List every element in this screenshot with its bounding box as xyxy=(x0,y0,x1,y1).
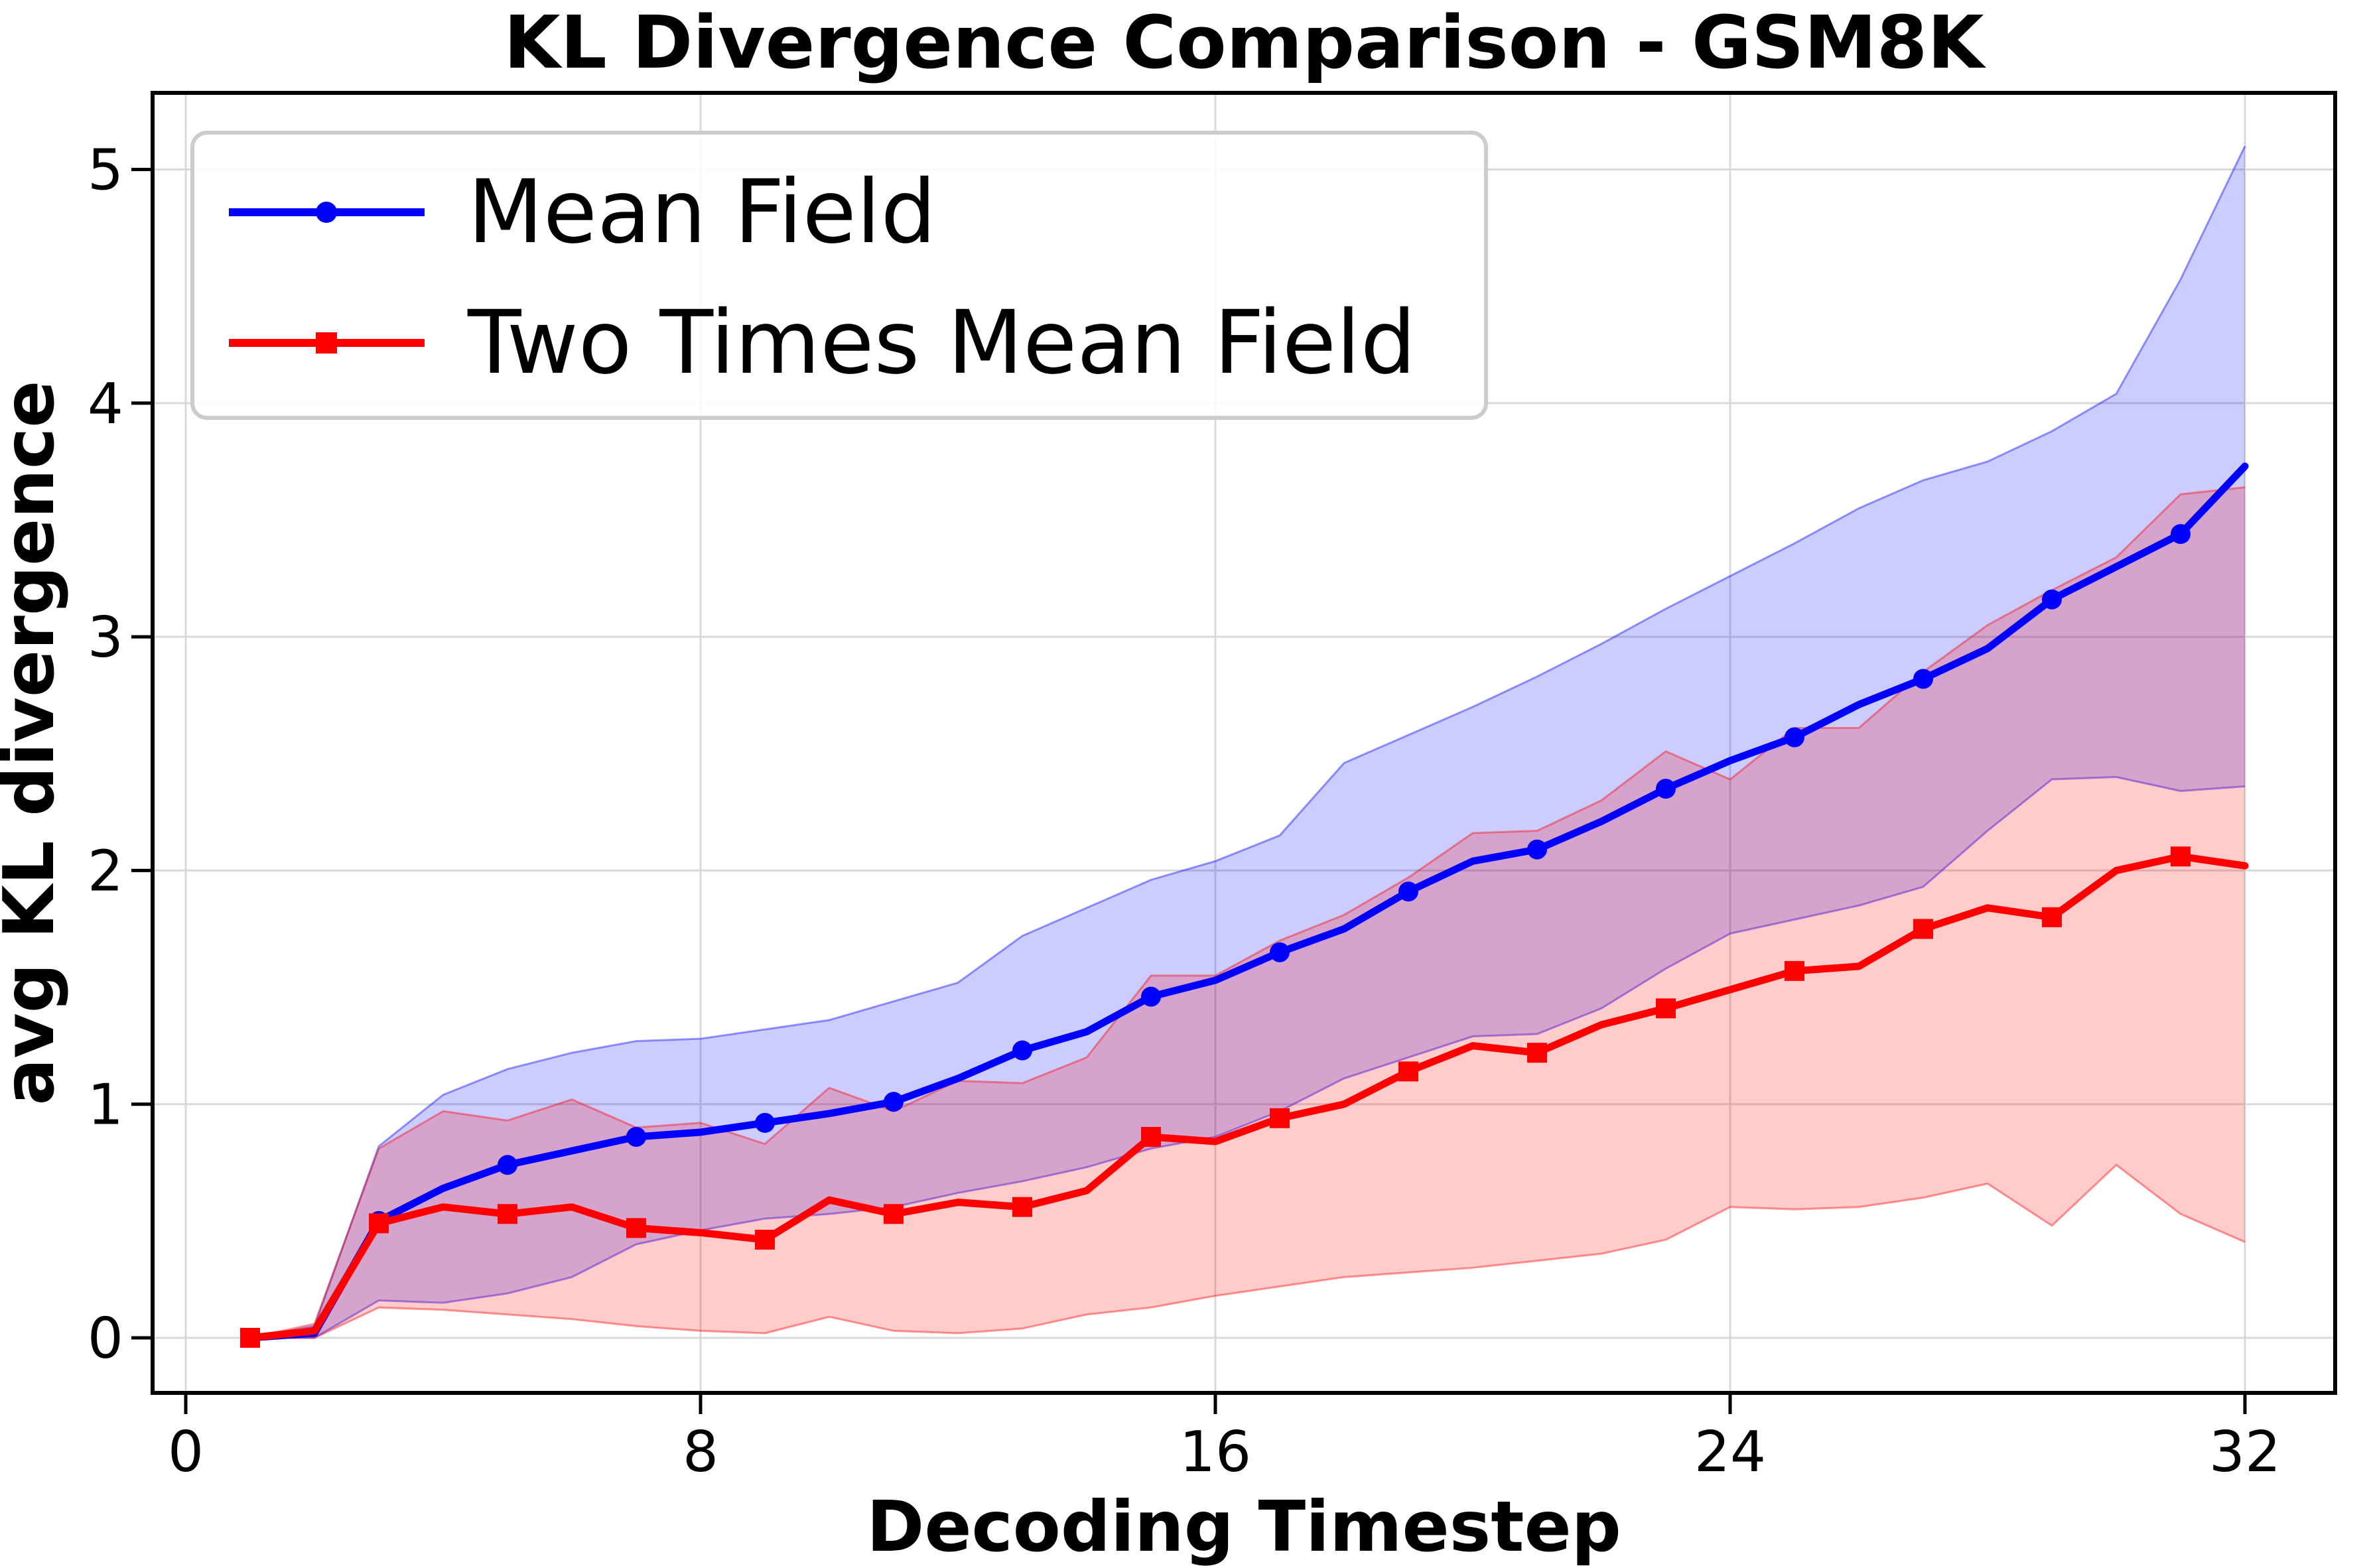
two-times-mean-field-marker xyxy=(1656,998,1676,1019)
legend-label-two-times-mean-field: Two Times Mean Field xyxy=(467,292,1416,394)
legend-swatches xyxy=(229,202,425,354)
y-tick-label: 4 xyxy=(88,371,123,437)
y-tick-label: 3 xyxy=(88,605,123,671)
y-tick-label: 2 xyxy=(88,838,123,904)
mean-field-marker xyxy=(1527,839,1547,860)
y-tick-label: 0 xyxy=(88,1306,123,1372)
two-times-mean-field-marker xyxy=(1527,1043,1547,1063)
two-times-mean-field-marker xyxy=(2042,907,2062,927)
y-axis-label: avg KL divergence xyxy=(0,380,70,1105)
x-tick-label: 24 xyxy=(1694,1419,1766,1485)
two-times-mean-field-marker xyxy=(1012,1197,1032,1217)
x-tick-label: 32 xyxy=(2209,1419,2281,1485)
mean-field-marker xyxy=(1656,779,1676,799)
two-times-mean-field-marker xyxy=(1913,919,1933,939)
mean-field-marker xyxy=(498,1155,517,1175)
legend: Mean Field Two Times Mean Field xyxy=(190,131,1488,420)
two-times-mean-field-marker xyxy=(1270,1108,1290,1128)
two-times-mean-field-marker xyxy=(626,1218,646,1238)
two-times-mean-field-marker xyxy=(240,1328,260,1348)
mean-field-marker xyxy=(1012,1040,1032,1061)
legend-square-marker-icon xyxy=(316,332,337,354)
two-times-mean-field-line xyxy=(246,852,2249,1342)
mean-field-marker xyxy=(626,1127,646,1147)
legend-circle-marker-icon xyxy=(316,202,337,223)
band-upper-edge xyxy=(249,145,2246,1339)
mean-field-marker xyxy=(1785,727,1804,748)
mean-field-marker xyxy=(1913,669,1933,689)
two-times-mean-field-marker xyxy=(1785,960,1804,981)
x-tick-label: 0 xyxy=(168,1419,204,1485)
y-tick-label: 1 xyxy=(88,1073,123,1138)
y-tick-label: 5 xyxy=(88,138,123,204)
data-layer xyxy=(240,145,2249,1348)
mean-field-marker xyxy=(1270,942,1290,962)
two-times-mean-field-marker xyxy=(755,1230,775,1250)
legend-box xyxy=(190,131,1488,420)
legend-label-mean-field: Mean Field xyxy=(468,161,936,263)
mean-field-line xyxy=(246,462,2249,1342)
x-tick-label: 16 xyxy=(1180,1419,1251,1485)
mean-field-marker xyxy=(2042,589,2062,610)
mean-field-marker xyxy=(755,1112,775,1133)
band-lower-edge xyxy=(250,1163,2246,1339)
mean-field-marker xyxy=(2171,524,2191,545)
x-tick-label: 8 xyxy=(683,1419,718,1485)
mean-field-marker xyxy=(1141,986,1161,1007)
two-times-mean-field-marker xyxy=(498,1204,517,1224)
mean-field-marker xyxy=(1398,882,1418,902)
mean-field-band xyxy=(250,146,2245,1338)
two-times-mean-field-marker xyxy=(1141,1127,1161,1147)
two-times-mean-field-marker xyxy=(2171,846,2191,867)
two-times-mean-field-marker xyxy=(1398,1061,1418,1082)
two-times-mean-field-band xyxy=(250,487,2245,1339)
axes-frame xyxy=(151,91,2337,1395)
mean-field-marker xyxy=(884,1092,904,1112)
chart-title: KL Divergence Comparison - GSM8K xyxy=(504,0,1986,85)
ticks-layer: 0 8 16 24 32 0 1 2 3 4 5 xyxy=(88,138,2281,1486)
x-axis-label: Decoding Timestep xyxy=(866,1486,1621,1567)
band-lower-edge xyxy=(250,775,2246,1339)
two-times-mean-field-marker xyxy=(369,1213,389,1234)
two-times-mean-field-marker xyxy=(884,1204,904,1224)
